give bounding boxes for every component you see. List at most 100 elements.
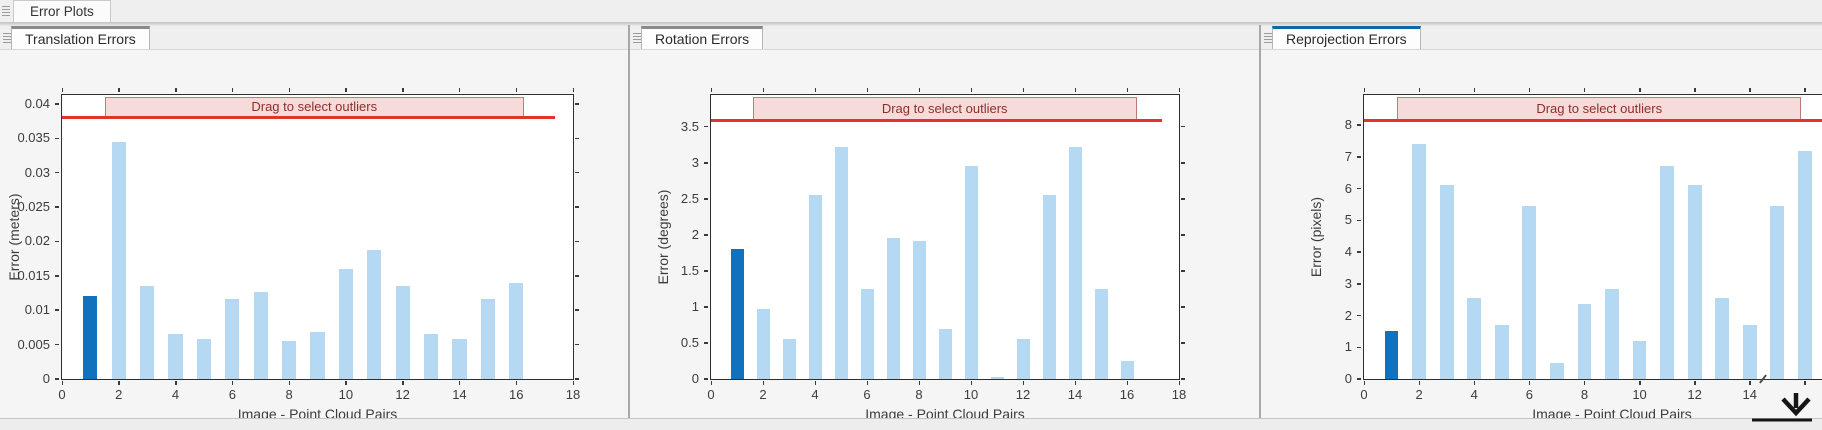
x-tick-label: 10 — [1632, 387, 1647, 402]
x-tick — [1583, 380, 1586, 385]
error-bar[interactable] — [1605, 288, 1619, 379]
tab-translation-errors[interactable]: Translation Errors — [11, 26, 150, 49]
tab-error-plots[interactable]: Error Plots — [13, 0, 111, 22]
error-bar[interactable] — [111, 141, 126, 379]
error-bar[interactable] — [990, 376, 1004, 379]
error-bar[interactable] — [912, 240, 926, 379]
error-bar[interactable] — [1798, 150, 1812, 379]
error-bar[interactable] — [1042, 195, 1056, 379]
y-tick — [704, 234, 708, 236]
error-bar[interactable] — [1412, 144, 1426, 379]
outlier-selection-box[interactable]: Drag to select outliers — [1397, 97, 1802, 121]
y-tick-right — [1180, 306, 1185, 308]
error-bar[interactable] — [282, 340, 297, 379]
error-bar[interactable] — [509, 282, 524, 379]
error-bar[interactable] — [253, 291, 268, 379]
outlier-selection-box[interactable]: Drag to select outliers — [752, 97, 1137, 121]
dock-down-icon[interactable] — [1750, 391, 1814, 427]
y-tick-label: 5 — [1344, 212, 1352, 228]
outlier-threshold-line — [62, 116, 555, 120]
error-bar[interactable] — [1770, 206, 1785, 379]
x-tick-label: 18 — [1171, 387, 1187, 402]
error-bar[interactable] — [338, 268, 353, 379]
x-tick — [345, 380, 347, 385]
x-tick-label: 16 — [1119, 387, 1135, 402]
error-bar[interactable] — [423, 333, 439, 379]
error-bar[interactable] — [1494, 325, 1509, 379]
y-tick-label: 0.04 — [24, 95, 50, 111]
error-bar[interactable] — [938, 328, 952, 379]
x-tick-label: 4 — [811, 387, 819, 402]
x-tick-label: 12 — [1015, 387, 1031, 402]
x-tick-top — [1418, 88, 1421, 92]
error-bar[interactable] — [225, 299, 240, 379]
error-bar[interactable] — [1522, 206, 1537, 379]
y-tick-right — [1180, 234, 1185, 236]
x-tick-top — [710, 88, 712, 92]
y-tick-right — [574, 343, 579, 346]
y-axis-title: Error (degrees) — [655, 189, 671, 285]
y-tick-label: 0.5 — [680, 334, 699, 350]
error-bar[interactable] — [860, 288, 874, 379]
y-tick-right — [574, 275, 579, 277]
error-bar[interactable] — [168, 334, 183, 379]
panel-separator[interactable] — [1259, 25, 1261, 418]
error-bar[interactable] — [310, 332, 325, 379]
error-bar[interactable] — [1632, 340, 1647, 379]
y-tick-right — [574, 206, 579, 208]
error-bar[interactable] — [1550, 363, 1564, 379]
error-bar[interactable] — [1742, 325, 1757, 379]
x-tick-top — [918, 88, 920, 92]
plot-area-translation-errors: Drag to select outliers 0 2 4 6 8 10 12 14 16 18 0 0… — [6, 88, 580, 418]
x-tick-label: 2 — [759, 387, 767, 402]
panel-separator[interactable] — [628, 25, 630, 418]
x-tick-label: 0 — [58, 387, 66, 402]
error-bar[interactable] — [964, 166, 978, 379]
tab-reprojection-errors[interactable]: Reprojection Errors — [1272, 26, 1421, 49]
x-tick — [458, 380, 461, 385]
error-bar[interactable] — [1687, 185, 1702, 379]
error-bar[interactable] — [395, 286, 410, 379]
y-tick — [55, 240, 59, 243]
drag-grip-icon[interactable] — [1264, 33, 1272, 44]
error-bar[interactable] — [834, 146, 848, 379]
error-bar[interactable] — [782, 339, 796, 379]
error-bar[interactable] — [886, 238, 900, 379]
error-bar[interactable] — [1094, 288, 1108, 379]
selected-error-bar[interactable] — [83, 296, 98, 379]
x-tick-top — [1178, 88, 1180, 92]
error-bar[interactable] — [1577, 304, 1592, 379]
error-bar[interactable] — [367, 249, 382, 379]
error-bar[interactable] — [1016, 339, 1030, 379]
drag-grip-icon[interactable] — [3, 33, 11, 44]
y-tick-label: 2.5 — [680, 190, 699, 206]
error-bar[interactable] — [452, 339, 467, 379]
x-tick-top — [1694, 88, 1696, 92]
error-bar[interactable] — [1467, 298, 1482, 379]
error-bar[interactable] — [1120, 360, 1134, 379]
tab-rotation-errors[interactable]: Rotation Errors — [641, 26, 764, 49]
error-bar[interactable] — [756, 309, 770, 379]
outlier-selection-box[interactable]: Drag to select outliers — [104, 97, 524, 118]
error-bar[interactable] — [1439, 185, 1454, 379]
selected-error-bar[interactable] — [730, 249, 744, 379]
error-bar[interactable] — [808, 195, 822, 379]
x-tick-top — [175, 88, 177, 92]
error-bar[interactable] — [1660, 166, 1674, 379]
error-bar[interactable] — [1068, 146, 1082, 379]
y-tick — [1357, 156, 1361, 158]
error-bar[interactable] — [1715, 298, 1730, 379]
drag-grip-icon[interactable] — [633, 33, 641, 44]
error-bar[interactable] — [480, 299, 495, 379]
selected-error-bar[interactable] — [1384, 331, 1399, 379]
y-tick-right — [1180, 270, 1185, 272]
drag-grip-icon[interactable] — [2, 6, 10, 17]
error-bar[interactable] — [140, 286, 155, 379]
x-tick-label: 14 — [1742, 387, 1757, 402]
x-tick-top — [1528, 88, 1531, 92]
x-tick-top — [61, 88, 63, 92]
bottom-strip — [0, 418, 1822, 430]
y-tick — [704, 306, 708, 308]
error-bar[interactable] — [196, 339, 212, 379]
